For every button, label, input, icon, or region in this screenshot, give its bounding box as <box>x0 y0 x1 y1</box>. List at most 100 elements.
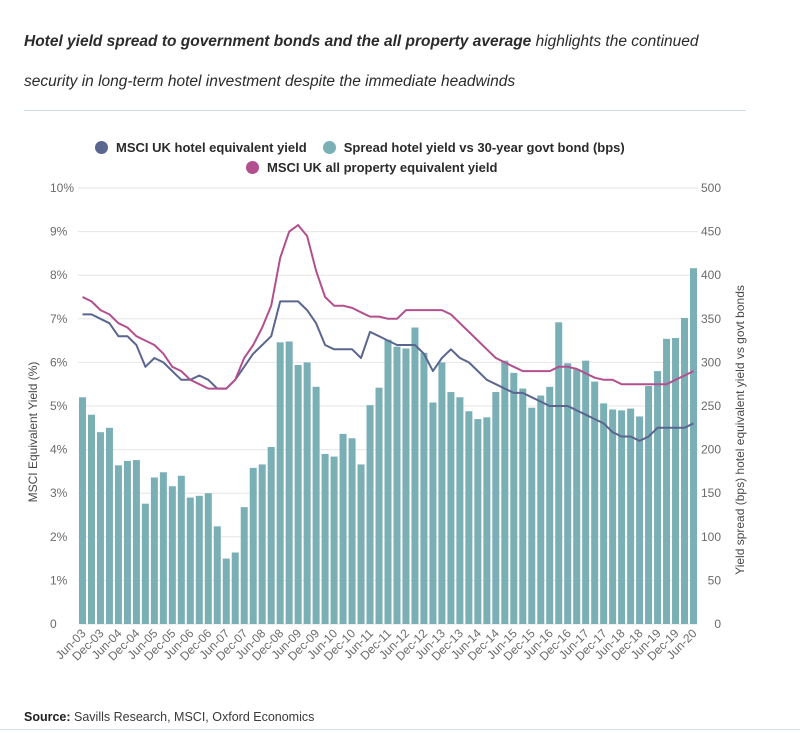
legend-row-1: MSCI UK hotel equivalent yield Spread ho… <box>95 140 641 155</box>
bar <box>357 464 365 624</box>
bar <box>627 408 635 624</box>
legend-swatch-all-property <box>246 161 259 174</box>
y-tick-label-right: 200 <box>701 443 721 457</box>
bar <box>510 372 518 624</box>
bar <box>600 403 608 624</box>
legend-swatch-hotel-yield <box>95 141 108 154</box>
bar <box>384 339 392 624</box>
series-line-all-property <box>82 224 694 390</box>
bar <box>186 497 194 624</box>
legend-item-spread: Spread hotel yield vs 30-year govt bond … <box>322 140 625 155</box>
bar <box>492 392 500 624</box>
bar <box>375 387 383 624</box>
bar <box>438 362 446 624</box>
source-note: Source: Savills Research, MSCI, Oxford E… <box>24 710 314 724</box>
bar <box>582 360 590 624</box>
bar <box>672 337 680 624</box>
bar <box>222 558 230 624</box>
bar <box>348 438 356 624</box>
bar <box>231 552 239 624</box>
bar <box>213 526 221 624</box>
legend-row-2: MSCI UK all property equivalent yield <box>246 160 513 175</box>
y-tick-label-right: 400 <box>701 268 721 282</box>
bar <box>132 460 140 624</box>
bar <box>645 385 653 624</box>
legend-item-hotel-yield: MSCI UK hotel equivalent yield <box>95 140 307 155</box>
bar <box>195 495 203 624</box>
bar <box>276 342 284 624</box>
y-tick-label-right: 350 <box>701 312 721 326</box>
y-tick-label-right: 150 <box>701 486 721 500</box>
source-text: Savills Research, MSCI, Oxford Economics <box>70 710 315 724</box>
bar <box>465 411 473 624</box>
legend-label-hotel-yield: MSCI UK hotel equivalent yield <box>116 140 307 155</box>
y-tick-label-right: 300 <box>701 355 721 369</box>
y-tick-label-left: 7% <box>50 312 68 326</box>
bar <box>654 371 662 624</box>
bar <box>402 348 410 624</box>
headline-bold: Hotel yield spread to government bonds a… <box>24 33 532 50</box>
bar <box>690 268 698 624</box>
bar <box>609 409 617 624</box>
bar <box>78 397 86 624</box>
y-tick-label-left: 0 <box>50 617 57 631</box>
bar <box>366 405 374 624</box>
y-tick-label-left: 8% <box>50 268 68 282</box>
bar <box>447 392 455 624</box>
bar <box>501 360 509 624</box>
legend-swatch-spread <box>322 141 336 154</box>
bar <box>681 317 689 624</box>
bar <box>330 456 338 624</box>
bar <box>150 477 158 624</box>
bar <box>474 419 482 624</box>
bar <box>393 346 401 624</box>
footer-divider <box>0 729 800 730</box>
legend-label-all-property: MSCI UK all property equivalent yield <box>267 160 498 175</box>
y-tick-label-right: 450 <box>701 225 721 239</box>
y-tick-label-right: 250 <box>701 399 721 413</box>
bar <box>249 467 257 624</box>
bar <box>294 365 302 624</box>
y-tick-label-left: 2% <box>50 530 68 544</box>
bar <box>87 414 95 624</box>
bar <box>123 460 131 624</box>
bar <box>267 446 275 624</box>
y-tick-label-left: 6% <box>50 355 68 369</box>
chart-plot: 0 1% 2% 3% 4% 5% 6% 7% 8% 9% 10% 0 50 100 150 200 250 300… <box>26 181 747 663</box>
header-divider <box>24 110 746 111</box>
bar <box>483 417 491 624</box>
bar <box>420 352 428 624</box>
bar <box>528 407 536 624</box>
bar <box>258 464 266 624</box>
bar <box>555 322 563 624</box>
bar <box>537 395 545 624</box>
bar <box>429 402 437 624</box>
bar <box>573 369 581 624</box>
bar <box>321 453 329 624</box>
legend-item-all-property: MSCI UK all property equivalent yield <box>246 160 497 175</box>
bar <box>204 493 212 624</box>
y-axis-title-left: MSCI Equivalent Yield (%) <box>26 362 40 503</box>
bar <box>519 388 527 624</box>
y-tick-label-right: 500 <box>701 181 721 195</box>
bar <box>285 341 293 624</box>
bar <box>312 386 320 624</box>
bar <box>456 397 464 624</box>
bar <box>159 472 167 624</box>
bar <box>141 503 149 624</box>
y-tick-label-left: 4% <box>50 443 68 457</box>
bar <box>168 486 176 624</box>
y-tick-label-left: 3% <box>50 486 68 500</box>
bar <box>546 386 554 624</box>
y-tick-label-left: 10% <box>50 181 74 195</box>
y-tick-label-left: 1% <box>50 573 68 587</box>
y-tick-label-right: 0 <box>714 617 721 631</box>
y-tick-label-left: 5% <box>50 399 68 413</box>
bar <box>591 381 599 624</box>
bar <box>96 432 104 624</box>
bar <box>303 362 311 624</box>
bar <box>564 363 572 624</box>
bar <box>240 507 248 624</box>
bar <box>618 410 626 624</box>
bar <box>339 433 347 624</box>
